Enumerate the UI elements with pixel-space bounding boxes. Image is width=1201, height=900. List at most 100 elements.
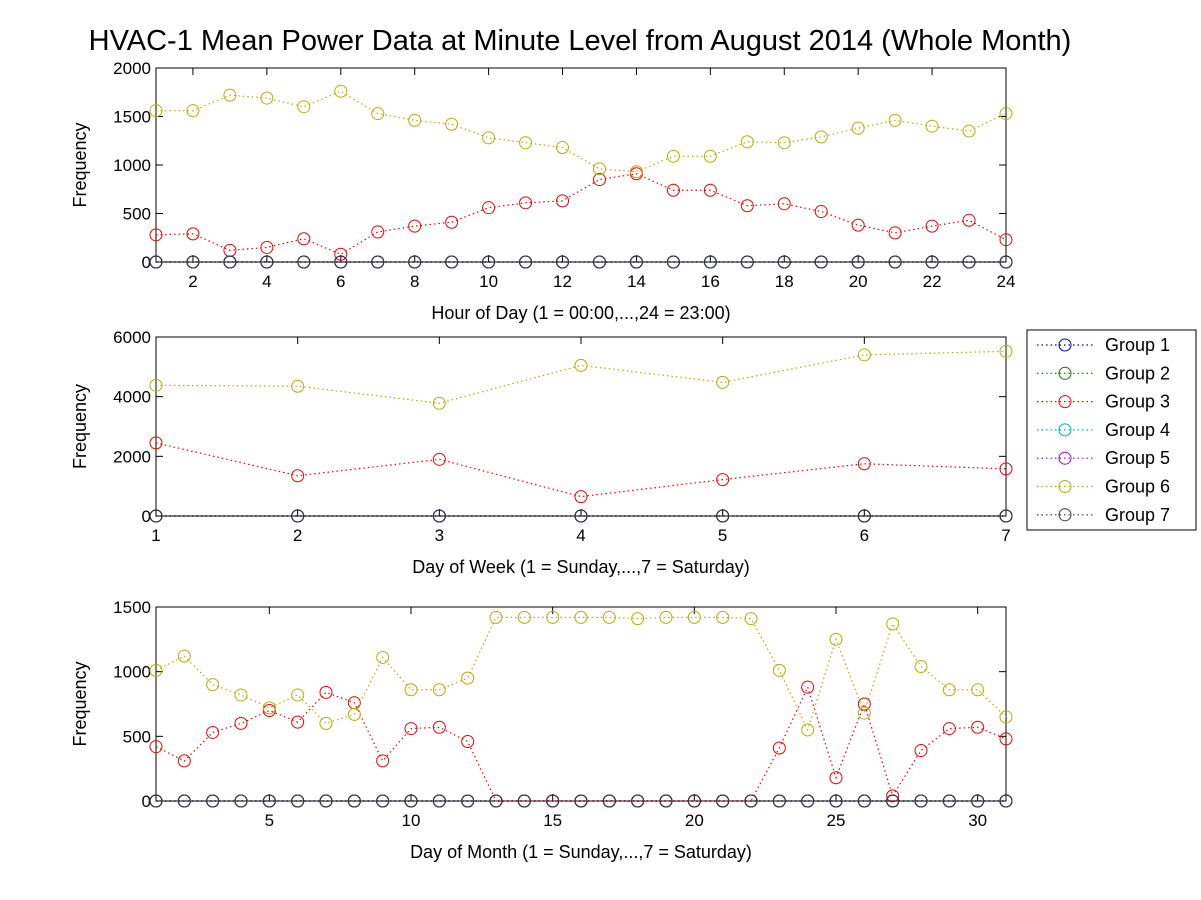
data-point (297, 232, 311, 246)
data-point (772, 741, 786, 755)
x-tick-label: 24 (997, 272, 1016, 291)
legend-entry: Group 3 (1037, 392, 1170, 412)
data-point (291, 688, 305, 702)
x-tick-label: 15 (543, 811, 562, 830)
data-point (962, 255, 976, 269)
series-line (155, 685, 1007, 802)
data-point (886, 794, 900, 808)
x-tick-label: 8 (410, 272, 419, 291)
legend-entry: Group 1 (1037, 335, 1170, 355)
legend-marker (1058, 423, 1072, 437)
data-point (177, 649, 191, 663)
y-tick-label: 0 (142, 507, 151, 526)
data-point (319, 685, 333, 699)
data-point (857, 697, 871, 711)
data-point (149, 663, 163, 677)
legend-entry: Group 6 (1037, 477, 1170, 497)
legend-marker (1058, 508, 1072, 522)
data-point (517, 610, 531, 624)
data-point (149, 436, 163, 450)
x-tick-label: 6 (336, 272, 345, 291)
data-point (334, 84, 348, 98)
data-point (602, 794, 616, 808)
data-point (404, 683, 418, 697)
legend-marker (1058, 366, 1072, 380)
data-point (432, 720, 446, 734)
data-point (149, 228, 163, 242)
legend-label: Group 4 (1105, 420, 1170, 440)
data-point (999, 462, 1013, 476)
legend-marker (1058, 480, 1072, 493)
y-tick-label: 1500 (113, 598, 151, 617)
data-point (432, 396, 446, 410)
data-point (687, 610, 701, 624)
y-axis-label: Frequency (70, 122, 90, 207)
data-point (886, 789, 900, 803)
data-point (829, 794, 843, 808)
x-axis-label: Day of Month (1 = Sunday,...,7 = Saturda… (410, 842, 752, 862)
data-point (177, 754, 191, 768)
series-group-7 (149, 255, 1013, 269)
data-point (925, 119, 939, 133)
legend-label: Group 7 (1105, 505, 1170, 525)
data-point (546, 794, 560, 808)
x-tick-label: 12 (553, 272, 572, 291)
data-point (149, 509, 163, 523)
data-point (999, 255, 1013, 269)
data-point (404, 794, 418, 808)
data-point (206, 725, 220, 739)
data-point (814, 205, 828, 219)
data-point (772, 794, 786, 808)
data-point (517, 794, 531, 808)
legend-label: Group 5 (1105, 448, 1170, 468)
data-point (186, 255, 200, 269)
data-point (687, 794, 701, 808)
series-group-3 (149, 436, 1013, 504)
data-point (556, 194, 570, 208)
legend-marker (1058, 395, 1072, 409)
data-point (489, 794, 503, 808)
data-point (482, 201, 496, 215)
data-point (262, 703, 276, 717)
plot-area (155, 606, 1007, 802)
x-tick-label: 2 (293, 526, 302, 545)
data-point (914, 659, 928, 673)
data-point (445, 255, 459, 269)
series-group-6 (149, 610, 1013, 737)
x-tick-label: 16 (701, 272, 720, 291)
data-point (886, 617, 900, 631)
data-point (519, 255, 533, 269)
data-point (592, 173, 606, 187)
subplot-1: 2 4 6 8 10 12 14 16 18 20 22 240500100015002000Hour… (70, 59, 1015, 323)
x-tick-label: 10 (479, 272, 498, 291)
y-tick-label: 4000 (113, 388, 151, 407)
x-tick-label: 4 (576, 526, 585, 545)
data-point (149, 740, 163, 754)
legend-entry: Group 7 (1037, 505, 1170, 525)
figure-title: HVAC-1 Mean Power Data at Minute Level f… (89, 25, 1072, 57)
data-point (666, 183, 680, 197)
data-point (801, 680, 815, 694)
x-tick-label: 3 (435, 526, 444, 545)
y-tick-label: 1000 (113, 663, 151, 682)
series-group-7 (149, 794, 1013, 808)
legend-label: Group 3 (1105, 392, 1170, 412)
legend-entry: Group 2 (1037, 363, 1170, 383)
data-point (801, 723, 815, 737)
data-point (857, 706, 871, 720)
data-point (334, 255, 348, 269)
data-point (744, 794, 758, 808)
legend-entry: Group 5 (1037, 448, 1170, 468)
x-tick-label: 4 (262, 272, 271, 291)
data-point (942, 722, 956, 736)
data-point (962, 213, 976, 227)
data-point (857, 794, 871, 808)
data-point (666, 149, 680, 163)
data-point (716, 509, 730, 523)
x-tick-label: 2 (188, 272, 197, 291)
series-group-6 (149, 84, 1013, 179)
data-point (716, 794, 730, 808)
data-point (347, 794, 361, 808)
data-point (740, 255, 754, 269)
data-point (814, 130, 828, 144)
